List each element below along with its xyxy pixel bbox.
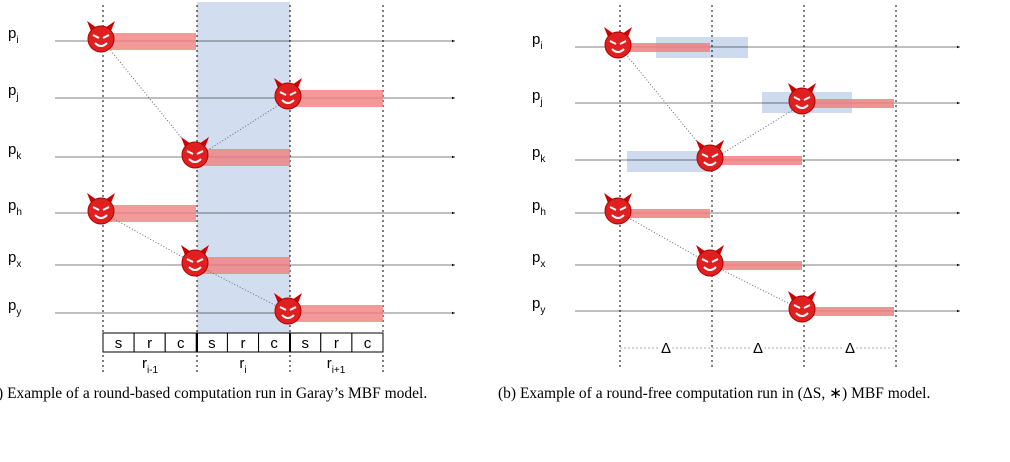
process-label: pk — [532, 144, 546, 165]
process-label-base: p — [8, 82, 16, 99]
message-bar — [804, 307, 894, 316]
process-label-base: p — [532, 31, 540, 48]
process-label-base: p — [532, 87, 540, 104]
message-bar — [290, 90, 383, 107]
devil-icon — [696, 245, 724, 276]
process-label: ph — [532, 197, 546, 218]
phase-label: s — [301, 335, 309, 352]
process-label-sub: x — [16, 259, 21, 270]
devil-head — [697, 250, 723, 276]
round-label: ri+1 — [327, 355, 346, 376]
devil-head — [789, 296, 815, 322]
message-bar — [620, 43, 710, 52]
devil-head — [182, 250, 208, 276]
phase-label: s — [115, 335, 123, 352]
page: pipjpkphpxpysrcsrcsrcri-1riri+1pipjpkphp… — [0, 0, 1010, 462]
round-label: ri-1 — [142, 355, 159, 376]
devil-head — [88, 198, 114, 224]
devil-icon — [87, 21, 115, 52]
phase-label: s — [208, 335, 216, 352]
process-label: ph — [8, 197, 22, 218]
process-label-sub: y — [16, 307, 21, 318]
message-bar — [290, 305, 383, 322]
message-bar — [620, 209, 710, 218]
process-label: py — [532, 295, 545, 316]
phase-label: c — [364, 335, 372, 352]
process-label-base: p — [8, 297, 16, 314]
process-label-sub: h — [540, 207, 546, 218]
round-label-sub: i+1 — [332, 365, 346, 376]
devil-icon — [87, 193, 115, 224]
devil-head — [605, 32, 631, 58]
devil-icon — [604, 193, 632, 224]
process-label-sub: j — [15, 92, 18, 103]
phase-label: r — [334, 335, 339, 352]
message-bar — [103, 33, 196, 50]
devil-icon — [181, 137, 209, 168]
process-label: pj — [532, 87, 543, 108]
process-label-sub: x — [540, 259, 545, 270]
round-label-sub: i-1 — [147, 365, 159, 376]
devil-icon — [788, 291, 816, 322]
phase-label: c — [270, 335, 278, 352]
phase-label: r — [241, 335, 246, 352]
caption-b: (b) Example of a round-free computation … — [498, 385, 1008, 403]
devil-icon — [274, 293, 302, 324]
delta-label: Δ — [845, 340, 855, 357]
message-bar — [197, 149, 290, 166]
message-bar — [804, 99, 894, 108]
process-label-base: p — [8, 249, 16, 266]
round-highlight — [197, 2, 290, 345]
process-label-base: p — [532, 144, 540, 161]
process-label-sub: j — [539, 97, 542, 108]
phase-label: c — [177, 335, 185, 352]
devil-head — [182, 142, 208, 168]
devil-icon — [604, 27, 632, 58]
process-label-base: p — [532, 249, 540, 266]
delta-label: Δ — [753, 340, 763, 357]
process-label-base: p — [532, 295, 540, 312]
caption-a: (a) Example of a round-based computation… — [0, 385, 486, 403]
devil-icon — [274, 78, 302, 109]
devil-head — [275, 83, 301, 109]
round-label: ri — [239, 355, 246, 376]
process-label-sub: i — [16, 35, 18, 46]
devil-head — [605, 198, 631, 224]
process-label: pk — [8, 141, 22, 162]
process-label: px — [8, 249, 21, 270]
devil-icon — [181, 245, 209, 276]
process-label-base: p — [8, 141, 16, 158]
message-bar — [712, 156, 802, 165]
delta-label: Δ — [661, 340, 671, 357]
process-label-sub: i — [540, 41, 542, 52]
process-label: pi — [8, 25, 19, 46]
phase-label: r — [147, 335, 152, 352]
devil-head — [697, 145, 723, 171]
process-label: pj — [8, 82, 19, 103]
process-label: py — [8, 297, 21, 318]
message-bar — [103, 205, 196, 222]
process-label-base: p — [8, 25, 16, 42]
process-label-sub: h — [16, 207, 22, 218]
process-label-base: p — [532, 197, 540, 214]
process-label-base: p — [8, 197, 16, 214]
process-label: pi — [532, 31, 543, 52]
process-label-sub: k — [16, 151, 22, 162]
message-bar — [197, 257, 290, 274]
devil-head — [789, 88, 815, 114]
devil-head — [88, 26, 114, 52]
message-bar — [712, 261, 802, 270]
devil-head — [275, 298, 301, 324]
round-label-sub: i — [244, 365, 246, 376]
process-label-sub: y — [540, 305, 545, 316]
process-label-sub: k — [540, 154, 546, 165]
process-label: px — [532, 249, 545, 270]
devil-icon — [696, 140, 724, 171]
devil-icon — [788, 83, 816, 114]
